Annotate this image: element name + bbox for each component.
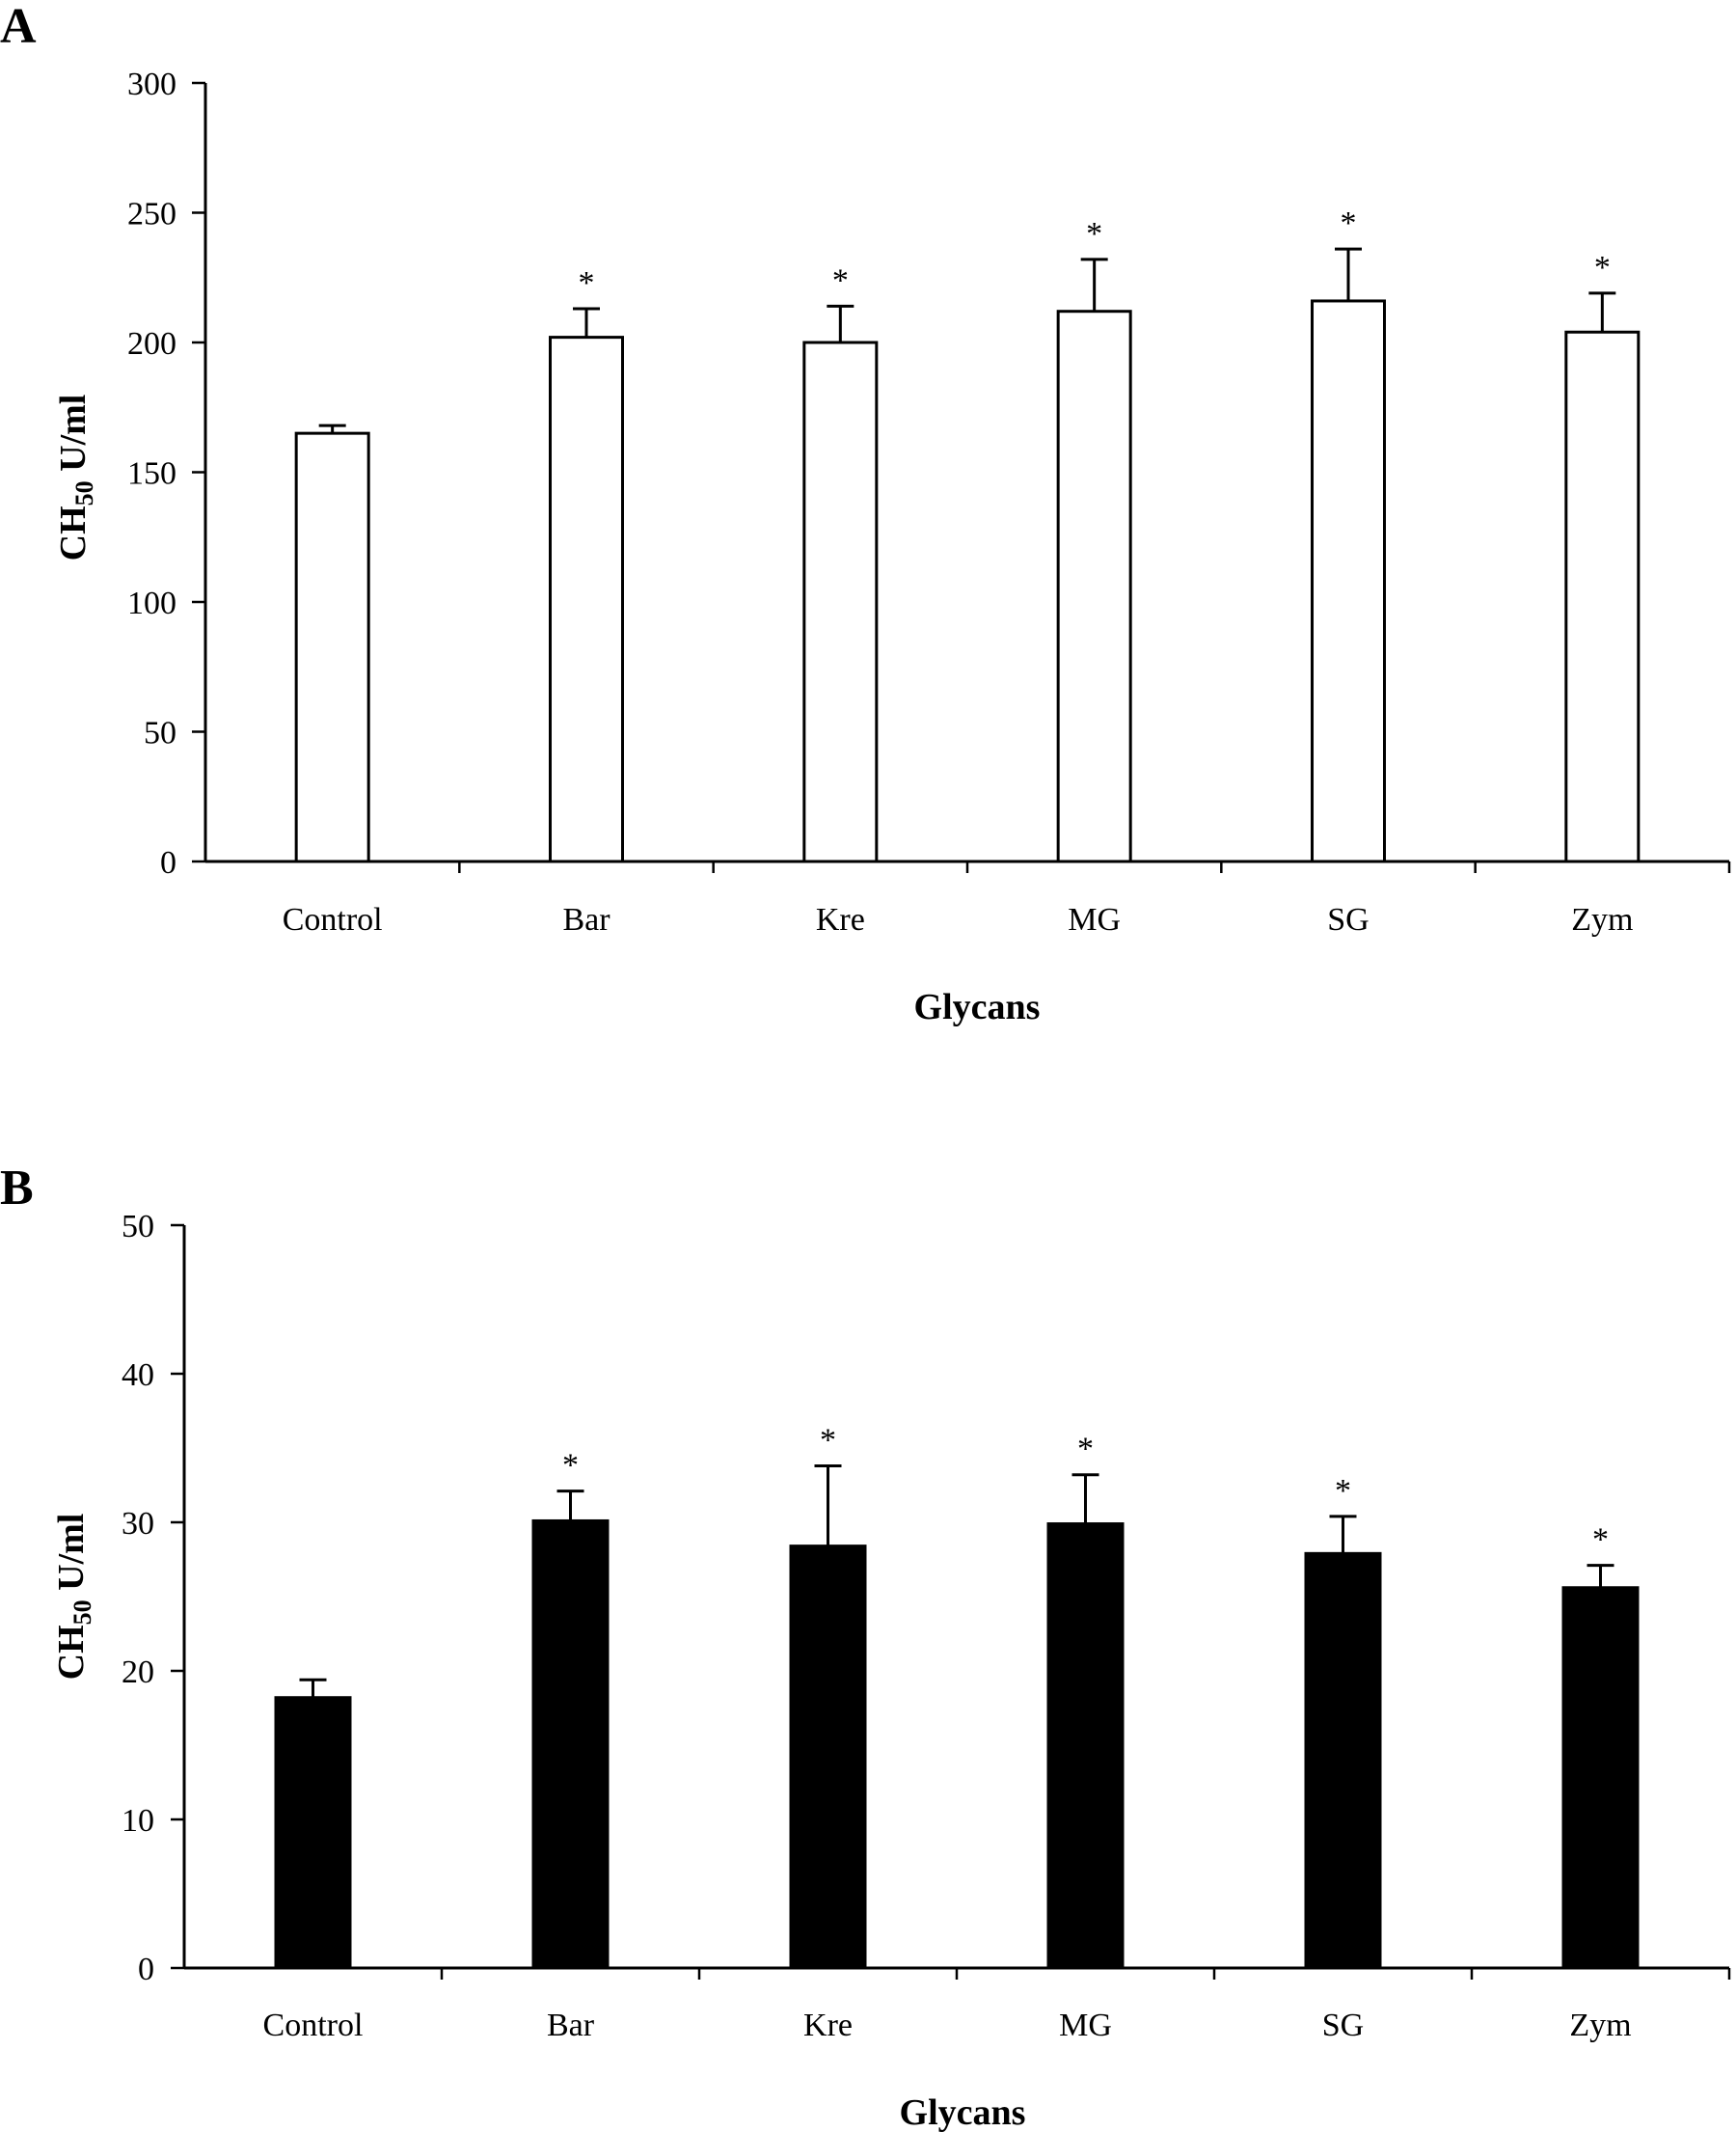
bar-a-sg (1311, 299, 1386, 863)
y-tick-label-a: 200 (127, 326, 176, 362)
y-tick-label-a: 0 (160, 845, 176, 881)
y-tick-label-b: 0 (138, 1952, 154, 1987)
y-tick-label-a: 50 (144, 716, 176, 752)
panel-label-a: A (0, 0, 37, 54)
x-axis-title-a: Glycans (914, 987, 1041, 1027)
y-tick-label-a: 100 (127, 586, 176, 621)
category-label-b-control: Control (263, 2008, 364, 2043)
category-label-a-sg: SG (1327, 902, 1369, 938)
chart-panel-b: B Glycans CH50 U/ml 01020304050Control*B… (0, 1161, 1731, 2132)
bar-b-zym (1561, 1586, 1640, 1970)
y-tick-label-b: 20 (122, 1654, 154, 1690)
significance-marker-b-mg: * (1077, 1432, 1094, 1467)
y-tick-label-b: 30 (122, 1506, 154, 1542)
category-label-a-kre: Kre (816, 902, 865, 938)
bar-a-bar (549, 336, 624, 863)
category-label-b-mg: MG (1059, 2008, 1112, 2043)
y-axis-title-b-unit: U/ml (51, 1514, 92, 1600)
y-axis-title-b-subscript: 50 (68, 1599, 96, 1625)
bar-b-bar (531, 1518, 610, 1970)
bar-a-mg (1056, 310, 1132, 863)
significance-marker-a-kre: * (832, 262, 849, 298)
bar-a-zym (1564, 330, 1641, 863)
y-tick-label-a: 300 (127, 67, 176, 102)
y-tick-label-b: 50 (122, 1209, 154, 1244)
significance-marker-b-sg: * (1335, 1473, 1351, 1509)
x-axis-title-b: Glycans (900, 2092, 1026, 2132)
y-axis-title-a-subscript: 50 (70, 480, 98, 506)
significance-marker-b-kre: * (820, 1422, 836, 1458)
significance-marker-a-mg: * (1086, 216, 1102, 252)
category-label-a-mg: MG (1068, 902, 1121, 938)
chart-panel-a: A Glycans CH50 U/ml 050100150200250300Co… (0, 0, 1731, 1027)
significance-marker-a-bar: * (579, 265, 595, 301)
y-axis-title-b: CH50 U/ml (51, 1514, 96, 1681)
category-label-a-zym: Zym (1571, 902, 1633, 938)
y-tick-label-a: 150 (127, 456, 176, 492)
y-axis-title-a: CH50 U/ml (53, 395, 98, 561)
bar-b-sg (1304, 1551, 1382, 1970)
y-tick-label-b: 10 (122, 1803, 154, 1839)
category-label-b-zym: Zym (1569, 2008, 1631, 2043)
bar-b-kre (789, 1544, 867, 1970)
significance-marker-b-zym: * (1592, 1522, 1609, 1558)
y-axis-title-b-main: CH (51, 1625, 92, 1680)
bar-b-control (274, 1696, 352, 1970)
bar-a-control (294, 431, 370, 863)
category-label-b-kre: Kre (803, 2008, 853, 2043)
y-axis-title-a-main: CH (53, 506, 94, 560)
bar-b-mg (1046, 1522, 1125, 1970)
bar-a-kre (802, 341, 879, 863)
category-label-b-bar: Bar (547, 2008, 595, 2043)
category-label-b-sg: SG (1322, 2008, 1364, 2043)
category-label-a-bar: Bar (562, 902, 610, 938)
panel-label-b: B (0, 1161, 34, 1216)
significance-marker-b-bar: * (562, 1448, 579, 1484)
significance-marker-a-sg: * (1341, 205, 1357, 241)
y-tick-label-a: 250 (127, 197, 176, 232)
category-label-a-control: Control (283, 902, 383, 938)
y-axis-title-a-unit: U/ml (53, 395, 94, 481)
significance-marker-a-zym: * (1594, 250, 1611, 286)
y-tick-label-b: 40 (122, 1357, 154, 1393)
